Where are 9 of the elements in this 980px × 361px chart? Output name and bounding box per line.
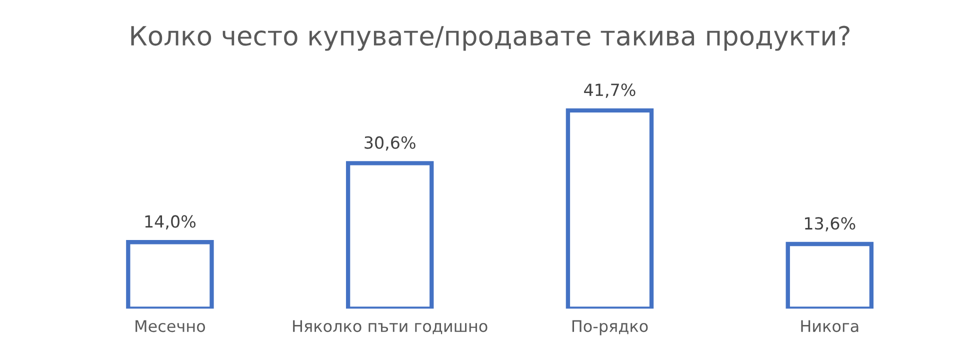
data-label: 41,7% [584, 84, 636, 98]
data-label: 14,0% [145, 215, 196, 230]
x-tick-label: Няколко пъти годишно [293, 320, 488, 334]
x-tick-label: По-рядко [572, 320, 648, 336]
x-tick-label: Никога [801, 320, 858, 332]
data-label: 30,6% [364, 136, 416, 151]
chart-title: Колко често купувате/продавате такива продукти? [131, 26, 850, 51]
x-tick-label: Месечно [136, 320, 206, 332]
data-label: 13,6% [805, 217, 856, 232]
